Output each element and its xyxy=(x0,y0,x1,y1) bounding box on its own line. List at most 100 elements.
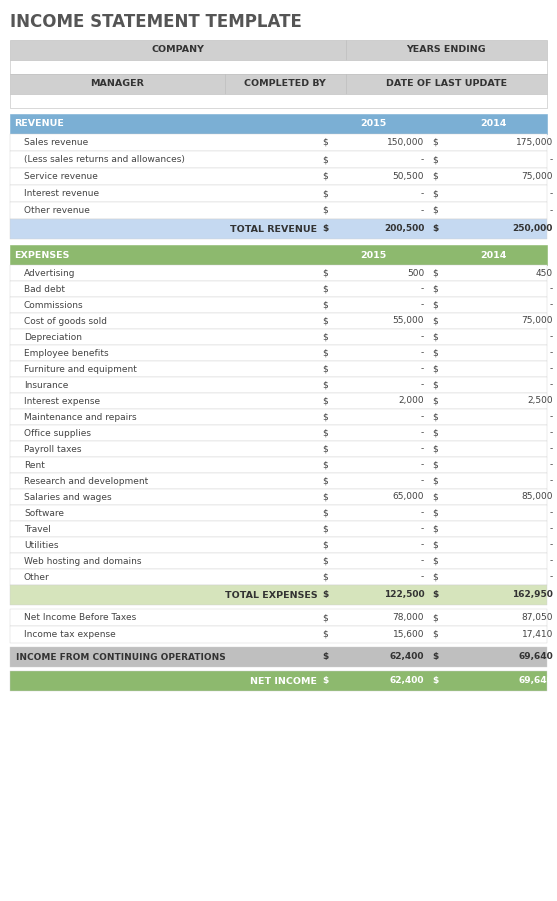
Text: $: $ xyxy=(433,508,438,517)
Text: $: $ xyxy=(433,268,438,278)
Text: NET INCOME: NET INCOME xyxy=(251,677,317,686)
Text: $: $ xyxy=(323,301,328,310)
Text: Interest revenue: Interest revenue xyxy=(24,189,99,198)
Text: -: - xyxy=(421,444,424,453)
Bar xyxy=(10,609,547,626)
Text: $: $ xyxy=(433,572,438,581)
Bar xyxy=(10,441,547,457)
Text: 200,500: 200,500 xyxy=(384,224,424,233)
Text: $: $ xyxy=(323,349,328,358)
Text: $: $ xyxy=(323,189,328,198)
Text: -: - xyxy=(421,557,424,566)
Text: $: $ xyxy=(433,524,438,533)
Text: $: $ xyxy=(433,380,438,389)
Text: 85,000: 85,000 xyxy=(521,493,553,502)
Text: -: - xyxy=(550,365,553,374)
Text: $: $ xyxy=(323,572,328,581)
Bar xyxy=(10,114,547,134)
Text: -: - xyxy=(421,301,424,310)
Bar xyxy=(10,281,547,297)
Text: INCOME FROM CONTINUING OPERATIONS: INCOME FROM CONTINUING OPERATIONS xyxy=(16,652,226,661)
Text: -: - xyxy=(421,572,424,581)
Text: $: $ xyxy=(433,349,438,358)
Text: 2,500: 2,500 xyxy=(527,396,553,405)
Text: Net Income Before Taxes: Net Income Before Taxes xyxy=(24,613,136,622)
Text: Bad debt: Bad debt xyxy=(24,285,65,294)
Text: -: - xyxy=(421,349,424,358)
Text: Income tax expense: Income tax expense xyxy=(24,630,116,639)
Text: $: $ xyxy=(433,460,438,469)
Text: -: - xyxy=(550,189,553,198)
Text: 17,410: 17,410 xyxy=(521,630,553,639)
Text: -: - xyxy=(550,444,553,453)
Text: $: $ xyxy=(323,508,328,517)
Text: -: - xyxy=(550,508,553,517)
Text: DATE OF LAST UPDATE: DATE OF LAST UPDATE xyxy=(386,79,507,88)
Text: -: - xyxy=(421,380,424,389)
Text: Insurance: Insurance xyxy=(24,380,69,389)
Text: -: - xyxy=(550,349,553,358)
Bar xyxy=(10,473,547,489)
Text: Furniture and equipment: Furniture and equipment xyxy=(24,365,137,374)
Text: 2,000: 2,000 xyxy=(399,396,424,405)
Text: Payroll taxes: Payroll taxes xyxy=(24,444,81,453)
Bar xyxy=(346,74,547,94)
Bar xyxy=(10,151,547,168)
Bar xyxy=(10,74,225,94)
Text: 162,950: 162,950 xyxy=(512,590,553,599)
Text: $: $ xyxy=(433,172,438,181)
Text: 69,640: 69,640 xyxy=(518,652,553,661)
Bar xyxy=(10,569,547,585)
Bar xyxy=(10,329,547,345)
Text: -: - xyxy=(550,429,553,438)
Text: 2015: 2015 xyxy=(361,250,387,259)
Bar xyxy=(346,40,547,60)
Text: $: $ xyxy=(433,206,438,215)
Text: $: $ xyxy=(323,224,329,233)
Bar xyxy=(10,168,547,185)
Bar xyxy=(10,409,547,425)
Text: -: - xyxy=(421,524,424,533)
Text: (Less sales returns and allowances): (Less sales returns and allowances) xyxy=(24,155,185,164)
Text: $: $ xyxy=(323,172,328,181)
Text: -: - xyxy=(421,460,424,469)
Text: $: $ xyxy=(323,524,328,533)
Text: 55,000: 55,000 xyxy=(393,316,424,325)
Text: -: - xyxy=(550,413,553,422)
Text: 250,000: 250,000 xyxy=(512,224,553,233)
Text: $: $ xyxy=(433,677,439,686)
Text: -: - xyxy=(550,557,553,566)
Text: Rent: Rent xyxy=(24,460,45,469)
Text: -: - xyxy=(421,332,424,341)
Text: $: $ xyxy=(323,138,328,147)
Bar xyxy=(10,361,547,377)
Text: -: - xyxy=(421,429,424,438)
Text: -: - xyxy=(421,365,424,374)
Text: $: $ xyxy=(323,268,328,278)
Text: $: $ xyxy=(323,630,328,639)
Text: $: $ xyxy=(323,285,328,294)
Bar xyxy=(10,94,547,108)
Text: Service revenue: Service revenue xyxy=(24,172,98,181)
Bar xyxy=(10,313,547,329)
Text: $: $ xyxy=(323,652,329,661)
Text: $: $ xyxy=(323,396,328,405)
Text: 69,640: 69,640 xyxy=(518,677,553,686)
Bar xyxy=(10,505,547,521)
Bar xyxy=(10,134,547,151)
Text: $: $ xyxy=(323,557,328,566)
Text: MANAGER: MANAGER xyxy=(90,79,144,88)
Text: -: - xyxy=(550,206,553,215)
Text: $: $ xyxy=(433,557,438,566)
Text: $: $ xyxy=(323,206,328,215)
Text: $: $ xyxy=(433,365,438,374)
Bar xyxy=(10,393,547,409)
Text: Commissions: Commissions xyxy=(24,301,84,310)
Text: -: - xyxy=(550,285,553,294)
Text: 75,000: 75,000 xyxy=(521,172,553,181)
Text: -: - xyxy=(421,285,424,294)
Text: $: $ xyxy=(433,301,438,310)
Text: $: $ xyxy=(433,332,438,341)
Text: 2014: 2014 xyxy=(480,250,506,259)
Text: $: $ xyxy=(433,613,438,622)
